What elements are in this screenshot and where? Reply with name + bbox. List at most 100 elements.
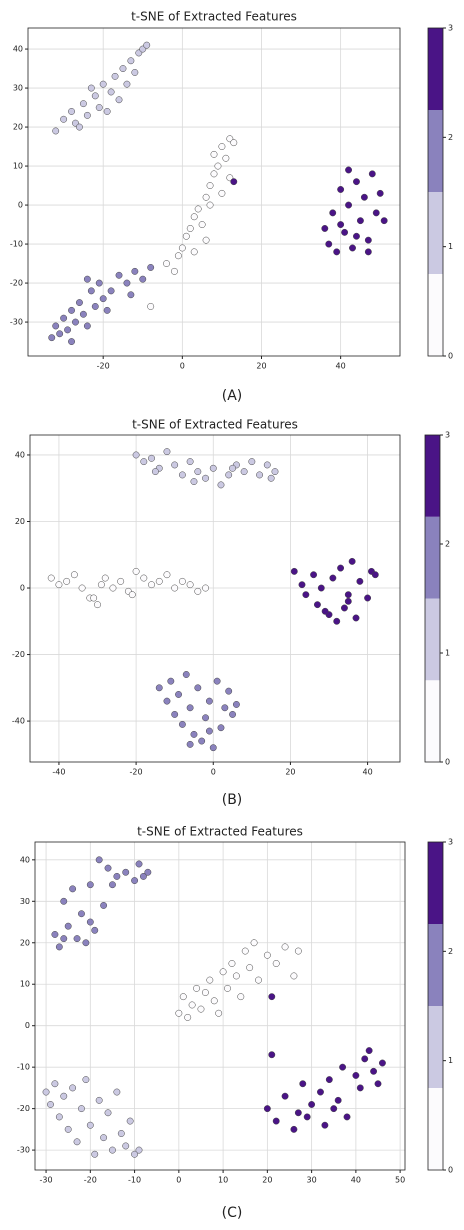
caption: (C) bbox=[222, 1205, 243, 1221]
point bbox=[171, 584, 179, 592]
point bbox=[246, 964, 254, 972]
point bbox=[194, 205, 202, 213]
point bbox=[205, 697, 213, 705]
point bbox=[229, 464, 237, 472]
caption: (B) bbox=[222, 792, 243, 808]
colorbar-frame bbox=[427, 27, 444, 357]
colorbar-tick-label: 2 bbox=[448, 947, 453, 956]
point bbox=[365, 1047, 373, 1055]
point bbox=[175, 691, 182, 698]
point bbox=[78, 910, 85, 918]
point bbox=[213, 677, 221, 685]
point bbox=[281, 943, 289, 951]
point bbox=[99, 80, 107, 88]
point bbox=[281, 1092, 289, 1100]
y-tick-label: -30 bbox=[17, 1146, 30, 1155]
x-tick-label: -20 bbox=[84, 1176, 97, 1185]
point bbox=[250, 939, 258, 947]
point bbox=[202, 474, 209, 482]
x-tick-label: 0 bbox=[176, 1176, 181, 1185]
point bbox=[163, 571, 171, 579]
point bbox=[378, 1059, 386, 1067]
point bbox=[298, 581, 306, 589]
point bbox=[69, 885, 77, 893]
x-tick-label: 0 bbox=[211, 768, 216, 777]
point bbox=[194, 684, 202, 692]
point bbox=[52, 127, 60, 135]
point bbox=[186, 225, 194, 232]
x-tick-label: 20 bbox=[262, 1176, 272, 1185]
point bbox=[151, 468, 159, 476]
point bbox=[345, 201, 353, 209]
point bbox=[190, 248, 198, 256]
y-tick-label: -10 bbox=[10, 240, 23, 249]
point bbox=[201, 989, 209, 996]
point bbox=[155, 577, 163, 585]
point bbox=[73, 935, 81, 943]
chart-title: t-SNE of Extracted Features bbox=[137, 825, 303, 839]
point bbox=[209, 744, 217, 752]
point bbox=[290, 972, 298, 980]
point bbox=[271, 468, 279, 476]
point bbox=[171, 710, 179, 718]
colorbar-bin bbox=[425, 516, 440, 599]
point bbox=[107, 287, 115, 295]
point bbox=[123, 279, 131, 287]
point bbox=[344, 591, 352, 599]
point bbox=[94, 601, 101, 609]
y-tick-label: 40 bbox=[13, 45, 23, 54]
point bbox=[78, 584, 86, 592]
point bbox=[219, 968, 227, 976]
point bbox=[222, 154, 230, 162]
point bbox=[229, 710, 237, 718]
point bbox=[174, 252, 182, 260]
point bbox=[51, 931, 59, 938]
point bbox=[68, 108, 75, 115]
point bbox=[237, 993, 245, 1001]
point bbox=[128, 591, 136, 599]
point bbox=[214, 162, 222, 170]
caption: (A) bbox=[222, 388, 243, 404]
point bbox=[113, 1088, 121, 1096]
point bbox=[202, 584, 209, 592]
point bbox=[42, 1088, 50, 1096]
point bbox=[60, 314, 68, 322]
point bbox=[111, 72, 119, 80]
point bbox=[127, 291, 135, 299]
point bbox=[290, 567, 298, 575]
point bbox=[109, 881, 116, 889]
point bbox=[170, 267, 178, 275]
point bbox=[99, 295, 107, 303]
point bbox=[263, 461, 271, 469]
point bbox=[353, 178, 360, 186]
point bbox=[148, 581, 155, 589]
y-tick-label: -20 bbox=[10, 279, 23, 288]
point bbox=[100, 901, 108, 909]
point bbox=[206, 182, 214, 190]
point bbox=[55, 1113, 63, 1121]
point bbox=[79, 310, 87, 318]
point bbox=[97, 581, 105, 589]
point bbox=[360, 193, 368, 201]
point bbox=[340, 604, 348, 612]
point bbox=[194, 587, 202, 595]
point bbox=[75, 123, 83, 131]
point bbox=[163, 260, 170, 268]
point bbox=[232, 701, 240, 708]
point bbox=[186, 740, 194, 748]
point bbox=[55, 581, 63, 589]
x-tick-label: -10 bbox=[128, 1176, 141, 1185]
point bbox=[321, 1121, 329, 1129]
point bbox=[221, 704, 229, 712]
y-tick-label: 40 bbox=[20, 855, 30, 864]
point bbox=[210, 997, 218, 1005]
point bbox=[51, 1080, 59, 1088]
point bbox=[313, 601, 321, 609]
point bbox=[330, 1105, 338, 1113]
point bbox=[86, 881, 94, 889]
point bbox=[104, 864, 112, 872]
point bbox=[52, 322, 60, 330]
colorbar-tick-label: 3 bbox=[448, 24, 453, 33]
point bbox=[299, 1080, 307, 1088]
point bbox=[182, 232, 190, 240]
